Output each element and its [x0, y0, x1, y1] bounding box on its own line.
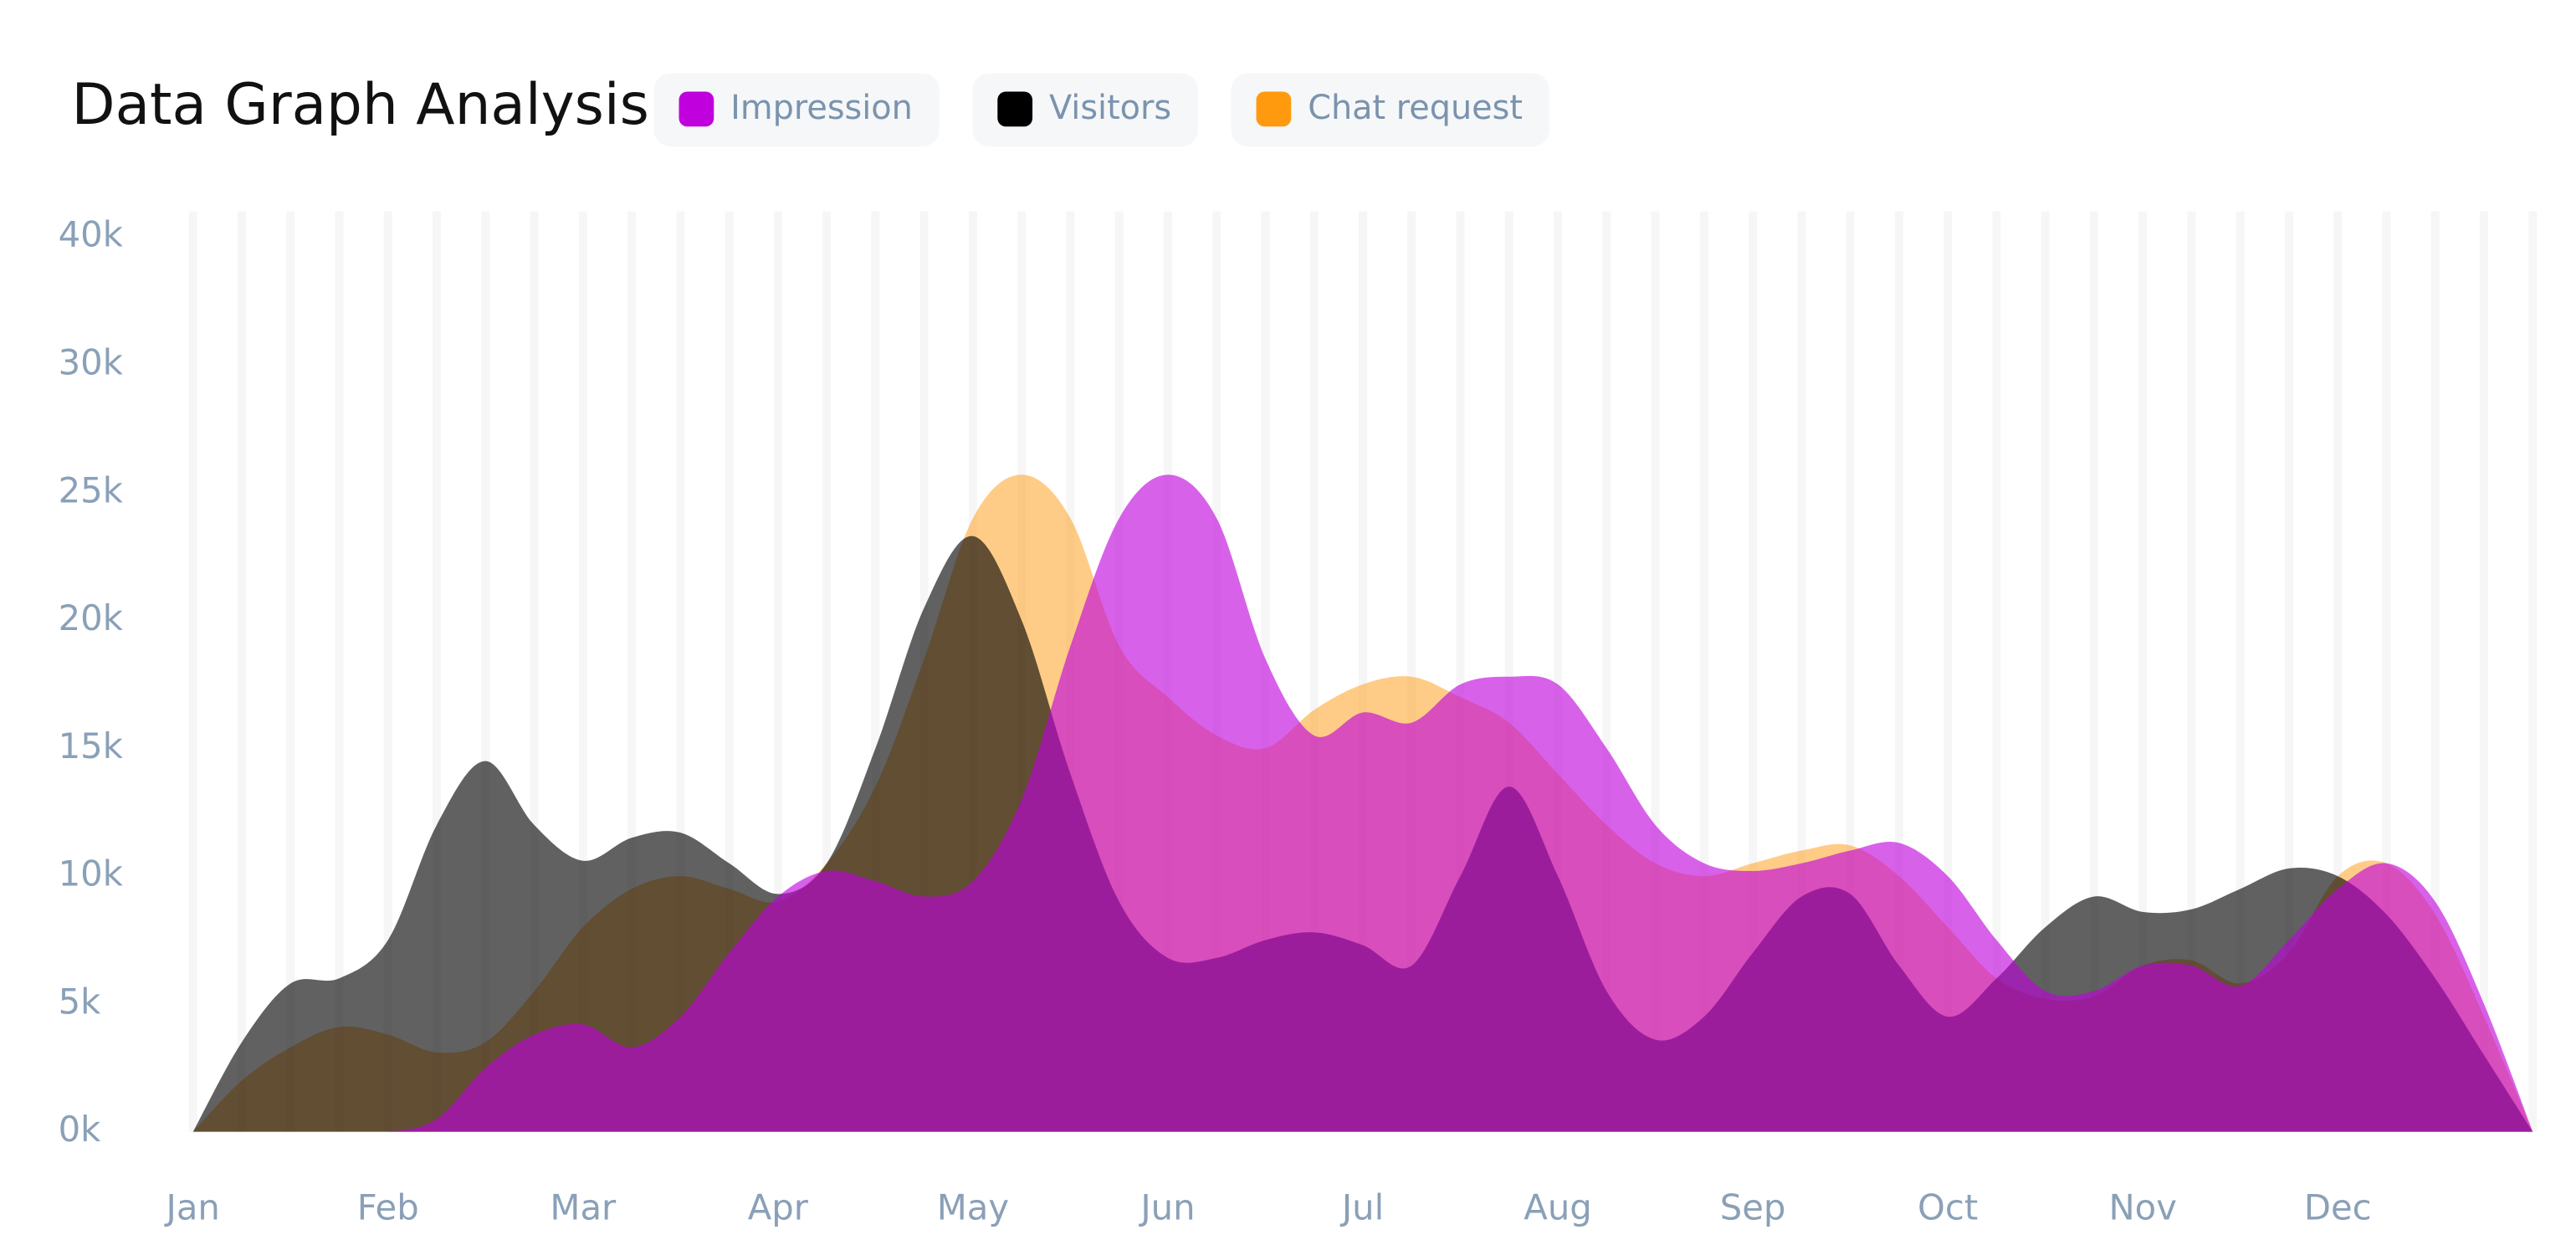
- x-tick-label: May: [937, 1187, 1009, 1228]
- x-tick-label: Nov: [2108, 1187, 2176, 1228]
- areas: [192, 474, 2533, 1132]
- legend-label: Visitors: [1049, 89, 1171, 127]
- legend-swatch: [679, 91, 714, 127]
- x-tick-label: Jul: [1339, 1187, 1384, 1228]
- y-tick-label: 25k: [59, 469, 124, 510]
- y-tick-label: 15k: [59, 725, 124, 766]
- legend-box: [972, 73, 1198, 147]
- legend-item: Visitors: [972, 73, 1198, 147]
- y-tick-label: 0k: [59, 1109, 102, 1150]
- legend-swatch: [1256, 91, 1292, 127]
- x-tick-label: Aug: [1524, 1187, 1592, 1228]
- legend-label: Chat request: [1308, 89, 1523, 127]
- legend-item: Chat request: [1231, 73, 1549, 147]
- legend: Impression Visitors Chat request: [653, 73, 1549, 147]
- x-tick-label: Sep: [1720, 1187, 1786, 1228]
- axes: 0k 5k 10k 15k 20k 25k 30k 40k Jan Feb Mar Apr May Jun…: [59, 214, 2372, 1228]
- y-tick-label: 5k: [59, 981, 102, 1022]
- legend-swatch: [997, 91, 1033, 127]
- area: [192, 474, 2533, 1132]
- chart-title: Data Graph Analysis: [72, 71, 649, 137]
- x-tick-label: Jun: [1138, 1187, 1195, 1228]
- legend-label: Impression: [730, 89, 913, 127]
- y-tick-label: 10k: [59, 853, 124, 894]
- legend-item: Impression: [653, 73, 940, 147]
- y-tick-label: 30k: [59, 342, 124, 383]
- x-tick-label: Oct: [1918, 1187, 1978, 1228]
- legend-box: [653, 73, 940, 147]
- x-tick-label: Apr: [748, 1187, 809, 1228]
- x-tick-label: Feb: [357, 1187, 419, 1228]
- x-tick-label: Jan: [164, 1187, 220, 1228]
- x-tick-label: Mar: [550, 1187, 617, 1228]
- legend-box: [1231, 73, 1549, 147]
- x-tick-label: Dec: [2304, 1187, 2372, 1228]
- y-tick-label: 40k: [59, 214, 124, 255]
- y-tick-label: 20k: [59, 597, 124, 638]
